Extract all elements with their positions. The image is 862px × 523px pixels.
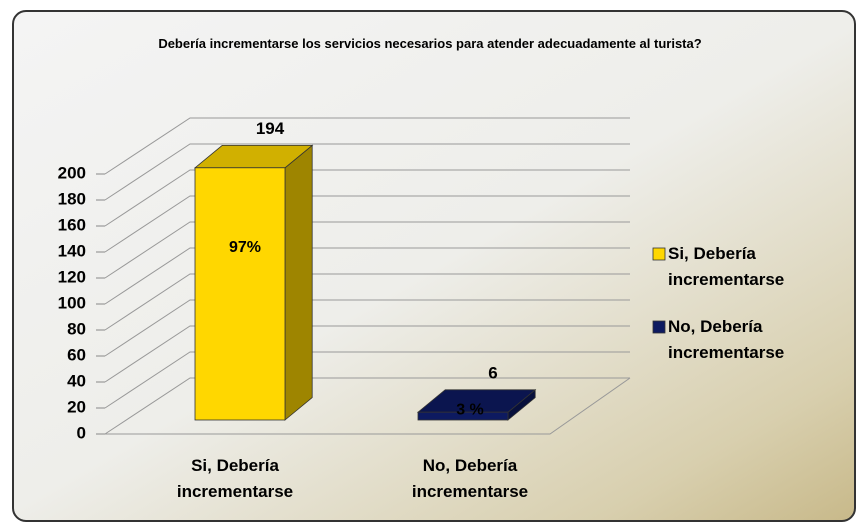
legend-label: No, Debería incrementarse	[668, 317, 785, 362]
chart-frame	[12, 10, 856, 522]
y-tick-label: 0	[77, 423, 86, 442]
legend-swatch	[652, 247, 666, 261]
grid-line	[104, 377, 630, 435]
chart-title: Debería incrementarse los servicios nece…	[158, 36, 702, 51]
y-tick-label: 80	[67, 319, 86, 338]
y-tick-label: 100	[58, 293, 86, 312]
grid-line	[104, 221, 630, 279]
grid-line	[104, 273, 630, 331]
bar-side	[284, 144, 313, 421]
y-tick-label: 20	[67, 397, 86, 416]
grid-line	[104, 195, 630, 253]
grid-line	[104, 143, 630, 201]
y-tick-label: 180	[58, 189, 86, 208]
percent-label: 97%	[229, 239, 261, 256]
y-tick-label: 160	[58, 215, 86, 234]
grid-line	[104, 299, 630, 357]
title-box: Debería incrementarse los servicios nece…	[158, 36, 702, 51]
y-tick-label: 60	[67, 345, 86, 364]
floor	[105, 377, 631, 435]
y-tick-label: 140	[58, 241, 86, 260]
y-tick-label: 120	[58, 267, 86, 286]
x-tick-label: No, Debería incrementarse	[411, 456, 529, 501]
grid-line	[104, 351, 630, 409]
grid-line	[104, 169, 630, 227]
x-tick-label: Si, Debería incrementarse	[176, 456, 294, 501]
grid-line	[104, 117, 630, 175]
bar	[417, 411, 509, 421]
y-tick-label: 40	[67, 371, 86, 390]
y-tick-label: 200	[58, 163, 86, 182]
percent-label: 3 %	[456, 401, 484, 418]
legend-swatch	[652, 320, 666, 334]
bar	[194, 167, 286, 421]
grid-line	[104, 247, 630, 305]
legend-label: Si, Debería incrementarse	[668, 244, 785, 289]
value-label: 194	[256, 119, 285, 138]
value-label: 6	[488, 363, 497, 382]
grid-line	[104, 325, 630, 383]
